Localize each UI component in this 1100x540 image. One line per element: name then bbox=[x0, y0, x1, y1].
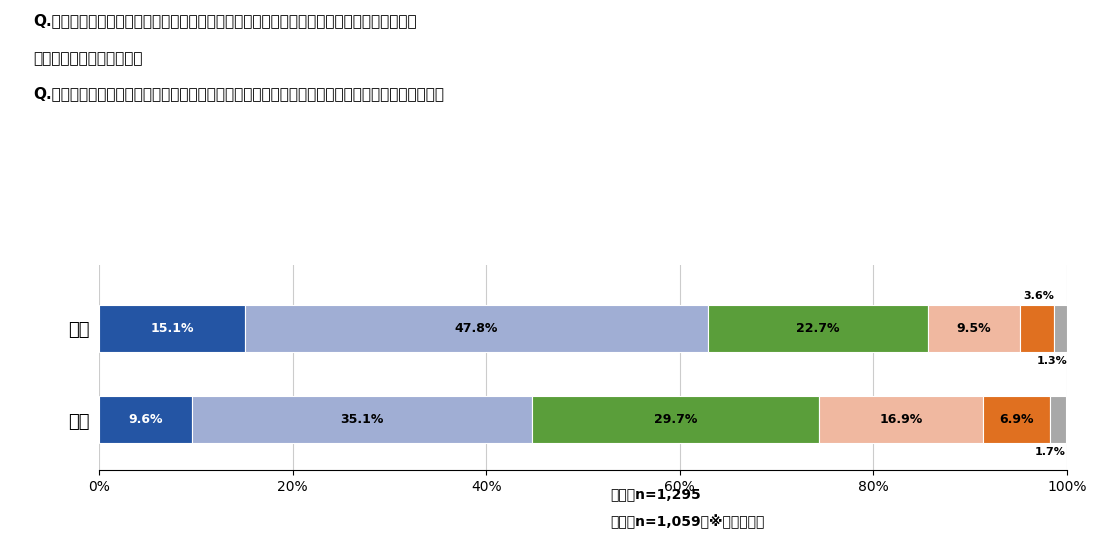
Text: 増えてきたと感じますか？: 増えてきたと感じますか？ bbox=[33, 51, 143, 66]
Bar bbox=[99, 305, 245, 352]
Text: 3.6%: 3.6% bbox=[1023, 291, 1055, 301]
Text: 職場：n=1,059　※有職者のみ: 職場：n=1,059 ※有職者のみ bbox=[610, 514, 764, 529]
Text: 9.5%: 9.5% bbox=[956, 322, 991, 335]
Bar bbox=[99, 396, 191, 443]
Text: Q.あなたの職場について、最近、環境問題を意識した行動や取り組みが増えてきたと感じますか？: Q.あなたの職場について、最近、環境問題を意識した行動や取り組みが増えてきたと感… bbox=[33, 86, 444, 102]
Bar bbox=[531, 396, 820, 443]
Text: 6.9%: 6.9% bbox=[999, 413, 1033, 426]
Bar bbox=[1055, 305, 1067, 352]
Text: 9.6%: 9.6% bbox=[129, 413, 163, 426]
Text: 1.7%: 1.7% bbox=[1035, 447, 1066, 457]
Text: 16.9%: 16.9% bbox=[879, 413, 923, 426]
Text: 15.1%: 15.1% bbox=[151, 322, 194, 335]
Bar bbox=[708, 305, 927, 352]
Text: 1.3%: 1.3% bbox=[1036, 356, 1067, 366]
Text: 47.8%: 47.8% bbox=[454, 322, 498, 335]
Bar bbox=[1049, 396, 1066, 443]
Text: 22.7%: 22.7% bbox=[796, 322, 839, 335]
Bar bbox=[245, 305, 708, 352]
Bar bbox=[982, 396, 1049, 443]
Text: Q.あなたは普段の生活の中で、最近、あなたの身近に環境問題を意識した行動や取り組みが: Q.あなたは普段の生活の中で、最近、あなたの身近に環境問題を意識した行動や取り組… bbox=[33, 14, 417, 29]
Text: 35.1%: 35.1% bbox=[340, 413, 384, 426]
Bar bbox=[927, 305, 1020, 352]
Bar bbox=[191, 396, 531, 443]
Text: 個人：n=1,295: 個人：n=1,295 bbox=[610, 487, 702, 501]
Bar bbox=[820, 396, 982, 443]
Bar bbox=[1020, 305, 1055, 352]
Text: 29.7%: 29.7% bbox=[653, 413, 697, 426]
